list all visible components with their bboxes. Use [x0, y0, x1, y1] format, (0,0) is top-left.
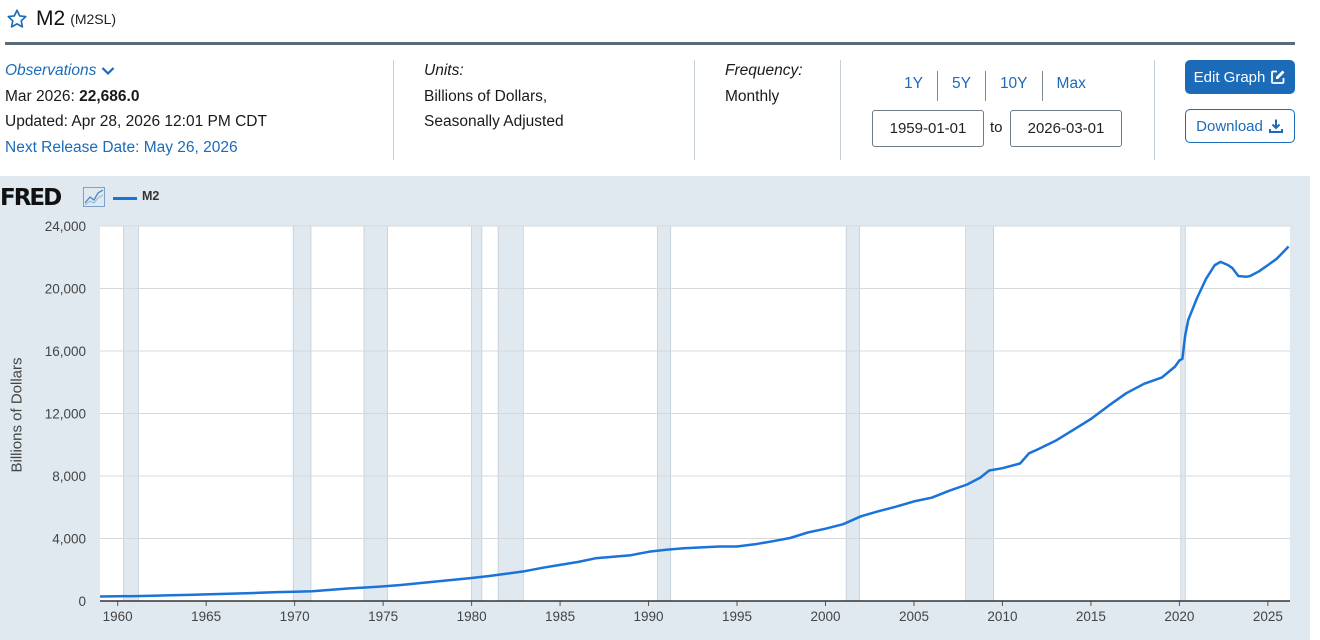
- series-line-m2: [99, 245, 1290, 598]
- observations-dropdown[interactable]: Observations: [5, 58, 267, 84]
- x-tick-label: 2000: [810, 609, 840, 624]
- edit-icon: [1271, 70, 1285, 84]
- units-line-1: Billions of Dollars,: [424, 87, 548, 105]
- x-tick-label: 2025: [1253, 609, 1283, 624]
- y-tick-label: 12,000: [45, 407, 86, 422]
- edit-graph-button[interactable]: Edit Graph: [1185, 60, 1295, 94]
- x-tick-label: 2010: [987, 609, 1017, 624]
- y-tick-label: 8,000: [52, 469, 86, 484]
- date-to-label: to: [990, 119, 1003, 136]
- download-label: Download: [1196, 117, 1263, 135]
- star-icon[interactable]: [6, 8, 28, 30]
- series-title: M2: [36, 7, 66, 30]
- observations-panel: Observations Mar 2026: 22,686.0 Updated:…: [5, 58, 267, 160]
- fred-logo: FRED: [0, 185, 62, 211]
- chevron-down-icon: [102, 66, 115, 75]
- x-tick-label: 2020: [1164, 609, 1194, 624]
- y-tick-label: 0: [78, 594, 86, 609]
- series-id: (M2SL): [70, 11, 117, 27]
- start-date-input[interactable]: [872, 110, 984, 147]
- x-tick-label: 1980: [457, 609, 487, 624]
- x-tick-label: 1965: [191, 609, 221, 624]
- legend-label: M2: [142, 189, 160, 203]
- observations-label: Observations: [5, 62, 97, 79]
- range-1y-button[interactable]: 1Y: [904, 75, 923, 92]
- column-divider: [694, 60, 695, 160]
- y-tick-label: 4,000: [52, 532, 86, 547]
- title-divider: [5, 42, 1295, 45]
- end-date-input[interactable]: [1010, 110, 1122, 147]
- latest-value: 22,686.0: [79, 87, 140, 105]
- x-tick-label: 1960: [103, 609, 133, 624]
- y-tick-label: 20,000: [45, 282, 86, 297]
- column-divider: [1154, 60, 1155, 160]
- edit-graph-label: Edit Graph: [1193, 68, 1266, 86]
- range-selector: 1Y 5Y 10Y Max: [890, 70, 1100, 102]
- x-tick-label: 1985: [545, 609, 575, 624]
- latest-period: Mar 2026:: [5, 87, 75, 105]
- frequency-value: Monthly: [725, 87, 780, 105]
- range-divider: [1041, 71, 1043, 101]
- latest-observation: Mar 2026: 22,686.0: [5, 84, 267, 110]
- x-tick-label: 1995: [722, 609, 752, 624]
- legend-swatch: [113, 197, 137, 200]
- column-divider: [840, 60, 841, 160]
- units-label: Units:: [424, 62, 464, 79]
- frequency-panel: Frequency: Monthly: [725, 58, 803, 109]
- range-10y-button[interactable]: 10Y: [999, 75, 1028, 92]
- x-tick-label: 1975: [368, 609, 398, 624]
- column-divider: [393, 60, 394, 160]
- x-tick-label: 1970: [280, 609, 310, 624]
- range-divider: [984, 71, 986, 101]
- download-icon: [1268, 119, 1283, 133]
- range-divider: [936, 71, 938, 101]
- updated-timestamp: Updated: Apr 28, 2026 12:01 PM CDT: [5, 113, 267, 130]
- frequency-label: Frequency:: [725, 62, 803, 79]
- y-tick-label: 16,000: [45, 344, 86, 359]
- x-tick-label: 2005: [899, 609, 929, 624]
- chart-trend-icon: [83, 187, 105, 207]
- units-panel: Units: Billions of Dollars, Seasonally A…: [424, 58, 564, 135]
- next-release-link[interactable]: Next Release Date: May 26, 2026: [5, 138, 238, 156]
- x-tick-label: 2015: [1076, 609, 1106, 624]
- y-tick-label: 24,000: [45, 219, 86, 234]
- range-max-button[interactable]: Max: [1056, 75, 1086, 92]
- units-line-2: Seasonally Adjusted: [424, 113, 564, 130]
- x-tick-label: 1990: [634, 609, 664, 624]
- range-5y-button[interactable]: 5Y: [951, 75, 971, 92]
- series-title-row: M2 (M2SL): [6, 4, 116, 34]
- download-button[interactable]: Download: [1185, 109, 1295, 143]
